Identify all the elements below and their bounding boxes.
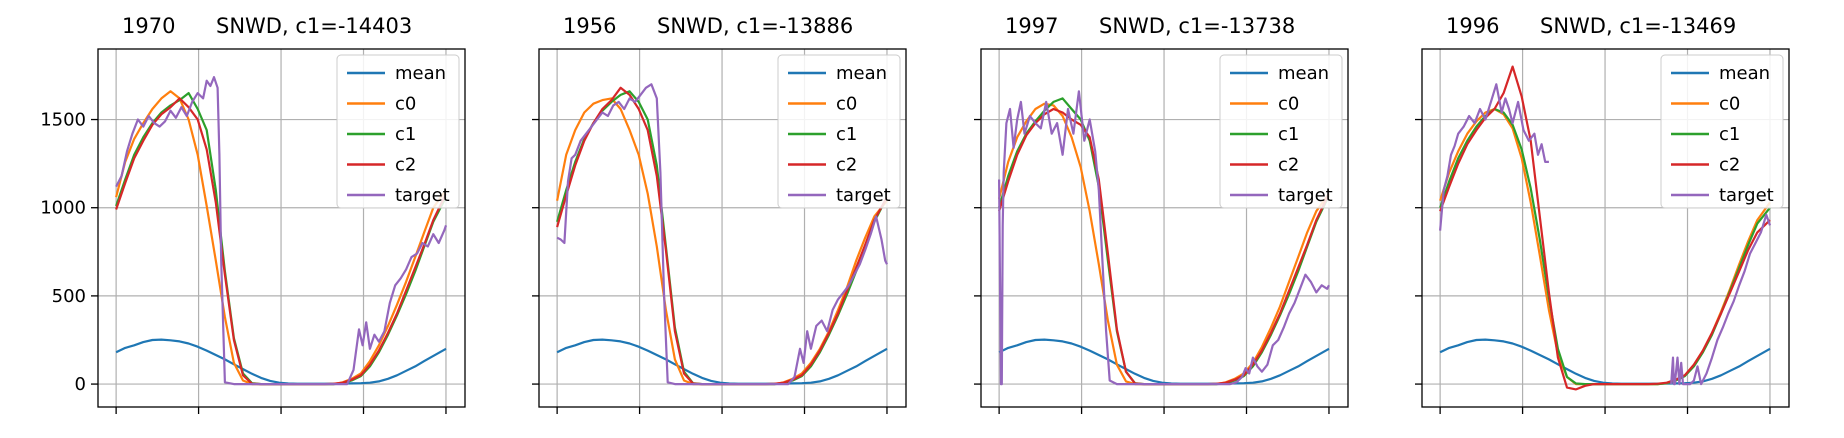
legend: mean c0 c1 c2 target — [777, 54, 901, 209]
chart-title-year: 1970 — [122, 14, 175, 38]
chart-title-year: 1956 — [563, 14, 616, 38]
legend-label-c2: c2 — [395, 155, 416, 176]
series-group — [998, 90, 1330, 386]
series-line-target — [556, 83, 888, 386]
legend-label-target: target — [1278, 185, 1333, 206]
legend-label-c1: c1 — [395, 124, 416, 145]
chart-title-label: SNWD, c1=-13886 — [657, 14, 853, 38]
legend-label-target: target — [1719, 185, 1774, 206]
y-tick-label: 0 — [75, 374, 86, 395]
legend-label-c0: c0 — [395, 94, 416, 115]
series-line-mean — [998, 338, 1330, 385]
legend-label-c1: c1 — [1719, 124, 1740, 145]
chart-panel-4: 1996 SNWD, c1=-13469 mean c0 c1 c2 target — [1415, 14, 1790, 414]
legend: mean c0 c1 c2 target — [1219, 54, 1343, 209]
legend-label-target: target — [395, 185, 450, 206]
series-line-target — [1670, 213, 1772, 386]
legend-label-mean: mean — [836, 63, 887, 84]
chart-title-year: 1997 — [1005, 14, 1058, 38]
legend-label-c1: c1 — [836, 124, 857, 145]
chart-title-label: SNWD, c1=-13738 — [1099, 14, 1295, 38]
chart-title-year: 1996 — [1446, 14, 1499, 38]
legend-label-c0: c0 — [836, 94, 857, 115]
series-group — [1439, 65, 1772, 391]
legend-label-c2: c2 — [1278, 155, 1299, 176]
series-group — [115, 76, 448, 386]
legend-label-c2: c2 — [836, 155, 857, 176]
y-tick-label: 1500 — [40, 110, 86, 131]
series-line-target — [998, 90, 1330, 386]
series-line-target — [115, 76, 448, 386]
series-line-mean — [556, 338, 888, 385]
y-tick-label: 500 — [52, 286, 86, 307]
legend-box — [777, 54, 901, 209]
series-line-c2 — [1439, 65, 1771, 391]
series-line-mean — [115, 338, 447, 385]
legend-label-mean: mean — [1278, 63, 1329, 84]
chart-title-label: SNWD, c1=-14403 — [216, 14, 412, 38]
series-line-target — [1439, 83, 1549, 231]
legend-label-c0: c0 — [1278, 94, 1299, 115]
legend-box — [336, 54, 460, 209]
chart-title-label: SNWD, c1=-13469 — [1540, 14, 1736, 38]
legend: mean c0 c1 c2 target — [336, 54, 460, 209]
legend-label-c0: c0 — [1719, 94, 1740, 115]
series-line-mean — [1439, 338, 1771, 385]
legend-label-mean: mean — [395, 63, 446, 84]
legend: mean c0 c1 c2 target — [1660, 54, 1784, 209]
legend-label-target: target — [836, 185, 891, 206]
series-group — [556, 83, 888, 386]
legend-label-c1: c1 — [1278, 124, 1299, 145]
legend-box — [1660, 54, 1784, 209]
legend-label-mean: mean — [1719, 63, 1770, 84]
chart-panel-2: 1956 SNWD, c1=-13886 mean c0 c1 c2 target — [532, 14, 907, 414]
chart-panel-1: 0 500 1000 1500 1970 SNWD, c1=-14403 mean c0 c1 c… — [40, 14, 466, 414]
chart-panel-3: 1997 SNWD, c1=-13738 mean c0 c1 c2 target — [974, 14, 1349, 414]
legend-label-c2: c2 — [1719, 155, 1740, 176]
y-tick-label: 1000 — [40, 198, 86, 219]
legend-box — [1219, 54, 1343, 209]
